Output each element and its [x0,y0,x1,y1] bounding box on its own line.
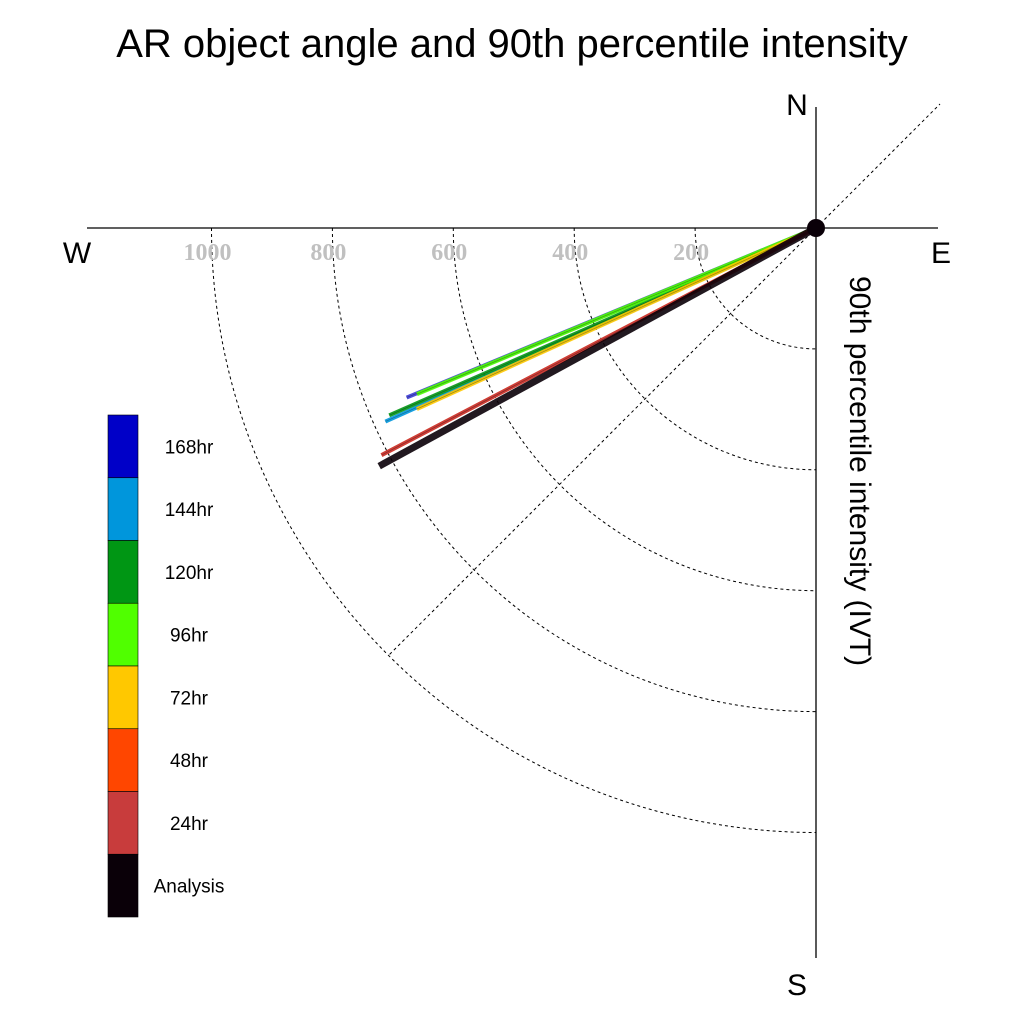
grid-arc [573,227,817,471]
legend-swatch [107,540,139,604]
radial-tick-label: 400 [552,240,588,266]
radial-tick-label: 200 [673,240,709,266]
legend-label: 24hr [170,814,209,835]
origin-marker [807,219,825,237]
polar-grid [211,103,941,833]
grid-arc [452,227,817,592]
legend-label: 48hr [170,751,209,772]
grid-arc [694,227,817,350]
radial-tick-labels: 200 400 600 800 1000 [184,240,710,266]
compass-east: E [931,237,951,270]
legend-label: 96hr [170,626,209,647]
legend-swatch [107,477,139,541]
vector-analysis [377,224,818,470]
grid-diagonal-sw [387,227,817,657]
legend-swatch [107,853,139,918]
legend-swatch [107,728,139,792]
legend-label: 120hr [165,563,214,584]
angle-vectors [377,224,818,470]
legend-label: 144hr [165,500,214,521]
vector-outline [416,227,817,395]
grid-arc [211,227,817,833]
legend-label: Analysis [154,877,225,898]
vector-outline [416,227,817,410]
legend-label: 168hr [165,437,214,458]
legend-swatch [107,602,139,667]
radial-tick-label: 1000 [184,240,232,266]
radial-axis-label: 90th percentile intensity (IVT) [843,276,876,666]
compass-south: S [787,969,807,1002]
radial-tick-label: 600 [431,240,467,266]
radial-tick-label: 800 [310,240,346,266]
vector-72hr [416,226,817,411]
vector-96hr [416,226,817,396]
legend-label: 72hr [170,688,209,709]
compass-north: N [786,89,808,122]
compass-west: W [63,237,92,270]
legend-swatch [107,665,139,730]
chart-title: AR object angle and 90th percentile inte… [116,22,908,66]
legend: 168hr 144hr 120hr 96hr 72hr 48hr 24hr Analysis [107,414,225,918]
legend-swatch [107,791,139,855]
grid-arc [331,227,817,713]
legend-swatch [107,414,139,479]
grid-diagonal-ne [815,103,941,229]
